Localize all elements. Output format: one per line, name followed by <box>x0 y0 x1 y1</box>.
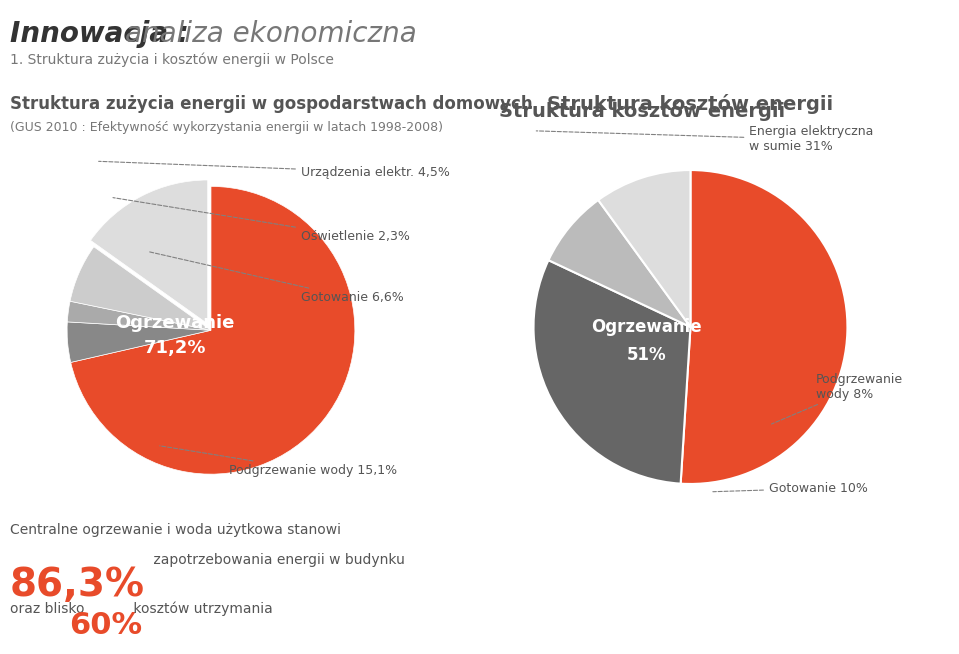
Text: Podgrzewanie wody 15,1%: Podgrzewanie wody 15,1% <box>160 446 397 477</box>
Text: Struktura kosztów energii: Struktura kosztów energii <box>499 101 784 122</box>
Wedge shape <box>70 247 211 330</box>
Text: Podgrzewanie
wody 8%: Podgrzewanie wody 8% <box>772 373 903 424</box>
Text: 86,3%: 86,3% <box>10 566 145 604</box>
Text: (GUS 2010 : Efektywność wykorzystania energii w latach 1998-2008): (GUS 2010 : Efektywność wykorzystania en… <box>10 121 443 134</box>
Text: Struktura zużycia energii w gospodarstwach domowych: Struktura zużycia energii w gospodarstwa… <box>10 95 532 113</box>
Wedge shape <box>533 260 690 484</box>
Text: kosztów utrzymania: kosztów utrzymania <box>129 602 273 616</box>
Text: zapotrzebowania energii w budynku: zapotrzebowania energii w budynku <box>149 553 405 566</box>
Text: Ogrzewanie: Ogrzewanie <box>591 318 702 336</box>
Wedge shape <box>90 180 208 324</box>
Text: Gotowanie 6,6%: Gotowanie 6,6% <box>149 252 404 305</box>
Wedge shape <box>67 322 211 362</box>
Wedge shape <box>67 301 211 330</box>
Text: analiza ekonomiczna: analiza ekonomiczna <box>125 20 416 48</box>
Text: Urządzenia elektr. 4,5%: Urządzenia elektr. 4,5% <box>99 162 450 179</box>
Wedge shape <box>549 200 690 327</box>
Text: Innowacja :: Innowacja : <box>10 20 199 48</box>
Text: 60%: 60% <box>69 611 142 640</box>
Text: Gotowanie 10%: Gotowanie 10% <box>713 482 868 495</box>
Wedge shape <box>71 186 355 474</box>
Text: Centralne ogrzewanie i woda użytkowa stanowi: Centralne ogrzewanie i woda użytkowa sta… <box>10 523 340 537</box>
Text: Energia elektryczna
w sumie 31%: Energia elektryczna w sumie 31% <box>536 126 874 154</box>
Text: Ogrzewanie: Ogrzewanie <box>115 314 235 332</box>
Text: 71,2%: 71,2% <box>144 339 206 356</box>
Text: oraz blisko: oraz blisko <box>10 602 88 615</box>
Text: 51%: 51% <box>627 346 667 364</box>
Text: VIESSMANN: VIESSMANN <box>911 290 921 364</box>
Title: Struktura kosztów energii: Struktura kosztów energii <box>548 94 833 114</box>
Text: Oświetlenie 2,3%: Oświetlenie 2,3% <box>113 198 409 243</box>
Wedge shape <box>598 170 690 327</box>
Text: 1. Struktura zużycia i kosztów energii w Polsce: 1. Struktura zużycia i kosztów energii w… <box>10 52 334 67</box>
Wedge shape <box>681 170 848 484</box>
